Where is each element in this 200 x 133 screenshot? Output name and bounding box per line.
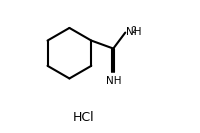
Text: HCl: HCl: [73, 111, 95, 124]
Text: NH: NH: [106, 76, 122, 86]
Text: 2: 2: [132, 26, 137, 35]
Text: NH: NH: [126, 27, 141, 37]
